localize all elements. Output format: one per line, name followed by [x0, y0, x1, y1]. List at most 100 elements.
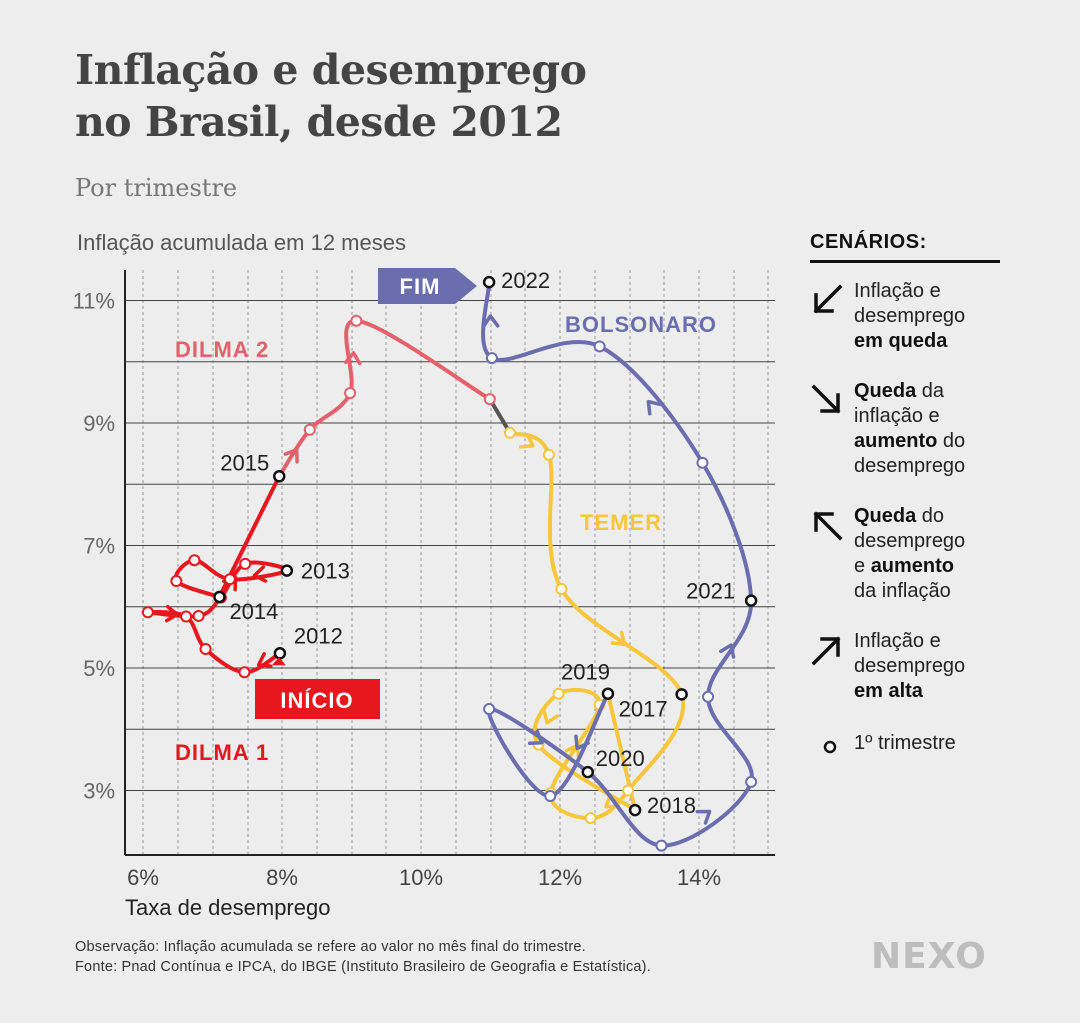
series-label-bolsonaro: BOLSONARO — [565, 312, 717, 337]
first-quarter-marker-temer-3 — [675, 688, 688, 701]
x-tick-label-14: 14% — [677, 865, 721, 890]
series-line-temer — [508, 430, 686, 821]
year-label-2017: 2017 — [619, 696, 668, 721]
year-label-2020: 2020 — [596, 746, 645, 771]
x-tick-label-10: 10% — [399, 865, 443, 890]
data-point-bolsonaro-10 — [485, 352, 498, 365]
data-point-temer-8 — [552, 687, 565, 700]
legend-item-text: Queda do desemprego e aumento da inflação — [854, 504, 965, 604]
end-callout-box — [378, 268, 477, 304]
x-tick-label-6: 6% — [127, 865, 159, 890]
data-point-temer-1 — [542, 448, 555, 461]
legend-text-part: desemprego — [854, 530, 966, 552]
data-point-bolsonaro-8 — [696, 456, 709, 469]
legend-text-part: em alta — [854, 680, 923, 702]
y-tick-label-5: 5% — [83, 656, 115, 681]
x-tick-label-12: 12% — [538, 865, 582, 890]
direction-arrow-temer-0 — [518, 433, 535, 449]
direction-arrow-bolsonaro-10 — [481, 314, 500, 329]
direction-arrow-bolsonaro-4 — [695, 809, 712, 825]
year-label-2012: 2012 — [294, 623, 343, 648]
year-label-2022: 2022 — [501, 268, 550, 293]
legend-text-part: inflação e — [854, 405, 940, 427]
first-quarter-marker-bolsonaro-7 — [744, 594, 758, 607]
legend-text-part: do — [916, 505, 945, 527]
series-line-dilma2 — [277, 318, 492, 479]
direction-arrow-temer-2 — [610, 630, 627, 647]
legend-item-1: Inflação e desemprego em queda — [810, 279, 1060, 379]
end-callout-label: FIM — [400, 274, 441, 299]
legend-text-part: do — [937, 430, 966, 452]
legend-text-part: Inflação e — [854, 630, 941, 652]
data-point-bolsonaro-6 — [702, 690, 715, 703]
data-point-temer-2 — [555, 582, 568, 595]
year-label-2014: 2014 — [229, 599, 278, 624]
direction-arrow-dilma2-0 — [283, 447, 299, 464]
series-label-dilma2: DILMA 2 — [175, 337, 269, 362]
legend-text-part: Queda — [854, 505, 917, 527]
data-point-dilma1-11 — [170, 575, 183, 588]
legend-text-part: em queda — [854, 330, 948, 352]
x-tick-label-8: 8% — [266, 865, 298, 890]
start-callout-label: INÍCIO — [280, 688, 353, 713]
first-quarter-marker-dilma1-8 — [280, 564, 294, 577]
data-point-dilma1-9 — [223, 573, 236, 586]
data-point-dilma2-3 — [350, 314, 363, 327]
legend-text-part: da inflação — [854, 580, 951, 602]
nexo-logo: NEXO — [871, 936, 987, 977]
direction-arrow-bolsonaro-0 — [574, 734, 590, 751]
first-quarter-marker-dilma1-0 — [273, 647, 287, 660]
start-callout-pointer — [271, 657, 286, 666]
data-point-dilma1-5 — [192, 609, 205, 622]
data-point-dilma2-4 — [483, 393, 496, 406]
legend-text-part: aumento — [854, 430, 938, 452]
title-line-1: Inflação e desemprego — [75, 46, 587, 94]
legend-item-4: Inflação e desemprego em alta — [810, 629, 1060, 729]
arrow-up-left-icon — [813, 511, 843, 541]
y-tick-label-11: 11% — [73, 289, 115, 314]
data-point-dilma1-3 — [180, 610, 193, 623]
first-quarter-marker-dilma1-12 — [213, 590, 226, 604]
legend-item-text: Queda da inflação e aumento do desemprego — [854, 379, 965, 479]
y-axis-title: Inflação acumulada em 12 meses — [77, 230, 406, 255]
data-point-dilma1-2 — [199, 643, 212, 656]
data-point-dilma1-4 — [141, 606, 154, 619]
legend-item-2: Queda da inflação e aumento do desemprego — [810, 379, 1060, 479]
legend-title: CENÁRIOS: — [810, 231, 1000, 263]
direction-arrow-temer-8 — [542, 709, 559, 725]
direction-arrow-bolsonaro-8 — [646, 399, 662, 416]
data-point-dilma1-7 — [239, 557, 252, 570]
legend-text-part: desemprego — [854, 305, 966, 327]
data-point-temer-4 — [622, 784, 635, 797]
year-label-2019: 2019 — [561, 660, 610, 685]
first-quarter-marker-icon — [823, 740, 837, 754]
arrow-down-right-icon — [811, 384, 841, 414]
legend-item-text: Inflação e desemprego em alta — [854, 629, 965, 704]
direction-arrow-temer-4 — [604, 793, 621, 809]
year-label-2021: 2021 — [686, 579, 735, 604]
series-label-dilma1: DILMA 1 — [175, 740, 269, 765]
direction-arrow-dilma1-0 — [256, 652, 273, 668]
start-callout-box — [255, 679, 380, 719]
first-quarter-marker-bolsonaro-0 — [601, 687, 615, 700]
data-point-dilma2-2 — [344, 386, 357, 399]
footnote-source: Fonte: Pnad Contínua e IPCA, do IBGE (In… — [75, 959, 651, 975]
first-quarter-marker-bolsonaro-11 — [482, 275, 496, 289]
y-tick-label-7: 7% — [83, 534, 115, 559]
year-label-2015: 2015 — [220, 450, 269, 475]
data-point-temer-0 — [503, 426, 516, 439]
legend-text-part: aumento — [870, 555, 955, 577]
chart-subtitle: Por trimestre — [75, 174, 238, 202]
data-point-dilma1-10 — [188, 554, 201, 567]
legend-item-first-quarter: 1º trimestre — [810, 731, 1060, 831]
data-point-bolsonaro-5 — [745, 775, 758, 788]
data-point-bolsonaro-1 — [544, 790, 557, 803]
y-tick-label-9: 9% — [83, 411, 115, 436]
arrow-up-right-icon — [811, 636, 841, 666]
footnote: Observação: Inflação acumulada se refere… — [75, 937, 651, 977]
direction-arrow-dilma2-2 — [343, 351, 362, 366]
arrow-down-left-icon — [813, 284, 843, 314]
y-tick-label-3: 3% — [83, 779, 115, 804]
direction-arrow-bolsonaro-6 — [719, 643, 736, 659]
